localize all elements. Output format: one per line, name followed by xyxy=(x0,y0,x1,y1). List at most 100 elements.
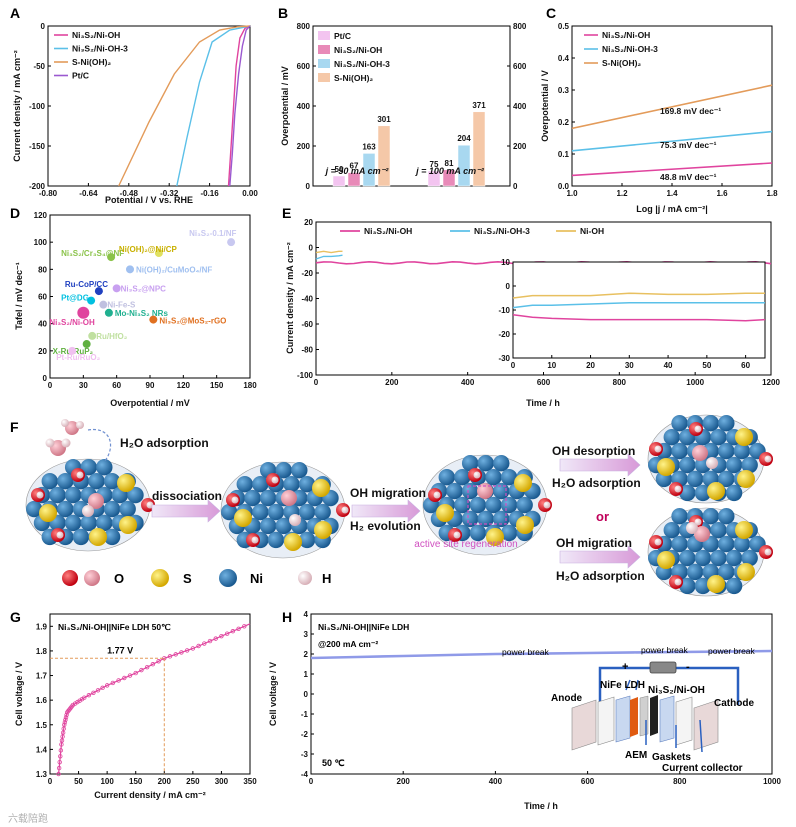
h-atom xyxy=(289,514,301,526)
g-marker xyxy=(62,722,67,727)
e-xtick-label: 400 xyxy=(461,378,475,387)
b-ytick-right-label: 800 xyxy=(513,22,527,31)
e-inset-series-line xyxy=(512,292,765,299)
g-marker xyxy=(144,664,150,670)
d-point xyxy=(126,265,134,274)
ni-atom xyxy=(500,524,518,542)
ni-atom xyxy=(477,455,494,472)
ni-atom xyxy=(725,456,743,474)
ni-atom xyxy=(267,531,285,549)
e-inset-xtick-label: 10 xyxy=(547,361,556,370)
g-series-line xyxy=(58,623,251,775)
g-marker xyxy=(56,771,61,777)
ni-atom xyxy=(718,415,735,432)
ni-atom xyxy=(267,503,285,521)
h-ytick-label: 0 xyxy=(304,690,309,699)
d-xtick-label: 90 xyxy=(146,381,155,390)
g-marker xyxy=(116,678,121,683)
h-atom xyxy=(82,505,94,517)
ni-atom xyxy=(679,484,696,502)
a-legend-label: S-Ni(OH)₂ xyxy=(72,57,111,67)
panel-g: G 0 50 100 150 200 250 300 350 1.3 1.4 1.5 1.6 1.7 1.… xyxy=(10,609,257,800)
oh-atom xyxy=(477,483,493,499)
g-marker xyxy=(236,626,241,631)
step-oh-migration-2: OH migration xyxy=(556,536,632,550)
g-marker xyxy=(61,726,66,731)
h-atom xyxy=(694,425,702,433)
ni-atom xyxy=(275,462,292,479)
aem-membrane xyxy=(639,695,649,737)
panel-label-b: B xyxy=(278,5,288,21)
d-point-label: Ni(OH)₂/CuMoO₄/NF xyxy=(136,265,212,274)
g-marker xyxy=(60,730,66,735)
b-bar xyxy=(332,175,346,187)
h-xtick-label: 1000 xyxy=(763,777,781,786)
ni-atom xyxy=(679,549,696,567)
b-legend-label: S-Ni(OH)₂ xyxy=(334,73,373,83)
anode-label: Anode xyxy=(551,693,583,704)
ni-atom xyxy=(283,475,300,493)
d-point xyxy=(94,287,103,296)
e-inset-ytick-label: -20 xyxy=(498,330,510,339)
h-ytick-label: -3 xyxy=(301,750,309,759)
e-inset-xtick-label: 40 xyxy=(664,361,673,370)
b-legend-swatch xyxy=(318,45,330,54)
a-xtick-label: 0.00 xyxy=(242,189,258,198)
callout-arrows xyxy=(625,679,703,753)
g-marker xyxy=(64,712,69,718)
y-axis-label-g: Cell voltage / V xyxy=(14,662,24,726)
h-atom xyxy=(56,531,64,539)
ni-atom xyxy=(127,486,144,504)
c-slope-label: 169.8 mV dec⁻¹ xyxy=(660,106,721,116)
a-ytick-label: 0 xyxy=(41,22,46,31)
s-atom xyxy=(735,521,753,539)
legend-h-label: H xyxy=(322,571,331,586)
d-point-label: Ni₃S₂/Ni-OH xyxy=(49,318,95,327)
h-ytick-label: 3 xyxy=(304,630,309,639)
ni-atom xyxy=(298,503,316,521)
h-atom xyxy=(706,457,718,469)
g-marker xyxy=(58,754,63,759)
step-h2o-adsorption-3: H₂O adsorption xyxy=(556,569,645,583)
g-marker xyxy=(56,765,62,771)
ni-atom xyxy=(733,535,751,553)
ni-atom xyxy=(291,462,308,479)
ni-atom xyxy=(710,521,727,539)
h-xtick-label: 0 xyxy=(309,777,314,786)
g-annotation: 1.77 V xyxy=(107,645,133,655)
s-atom xyxy=(737,563,755,581)
s-atom xyxy=(39,504,57,522)
panel-a: A -0.80 -0.64 -0.48 -0.32 -0.16 0.00 0 -50 -100 -… xyxy=(10,5,258,205)
ni-atom xyxy=(103,472,121,490)
h-atom xyxy=(76,471,84,479)
e-inset-ytick-label: 10 xyxy=(501,258,510,267)
s-atom xyxy=(117,474,135,492)
y-axis-label-b: Overpotential / mV xyxy=(280,66,290,146)
d-point-label: Ni(OH)₂@Ni/CP xyxy=(119,245,178,254)
end-plate-left xyxy=(571,699,597,751)
h-ytick-label: -1 xyxy=(301,710,309,719)
e-xtick-label: 1200 xyxy=(762,378,780,387)
g-xtick-label: 0 xyxy=(48,777,53,786)
panel-e: E 0 200 400 600 800 1000 1200200-20-40-60-80-1… xyxy=(282,205,780,408)
h-atom xyxy=(694,518,702,526)
g-xtick-label: 150 xyxy=(129,777,143,786)
ni-atom xyxy=(679,577,696,595)
a-legend-label: Ni₃S₂/Ni-OH-3 xyxy=(72,44,128,54)
c-xtick-label: 1.2 xyxy=(616,189,628,198)
oh-atom xyxy=(88,493,104,509)
ni-atom xyxy=(686,563,704,581)
e-inset-xtick-label: 30 xyxy=(625,361,634,370)
oh-atom xyxy=(694,526,710,542)
g-marker xyxy=(63,717,68,723)
anode-catalyst xyxy=(630,697,638,737)
ni-atom xyxy=(694,484,712,502)
h-atom xyxy=(453,531,461,539)
cathode-label: Cathode xyxy=(714,698,754,709)
e-ytick-label: 20 xyxy=(304,218,313,227)
g-marker xyxy=(224,631,230,636)
b-ytick-label: 0 xyxy=(306,182,311,191)
h-atom xyxy=(36,491,44,499)
ni-atom xyxy=(252,475,269,493)
c-ytick-label: 0.4 xyxy=(558,54,570,63)
